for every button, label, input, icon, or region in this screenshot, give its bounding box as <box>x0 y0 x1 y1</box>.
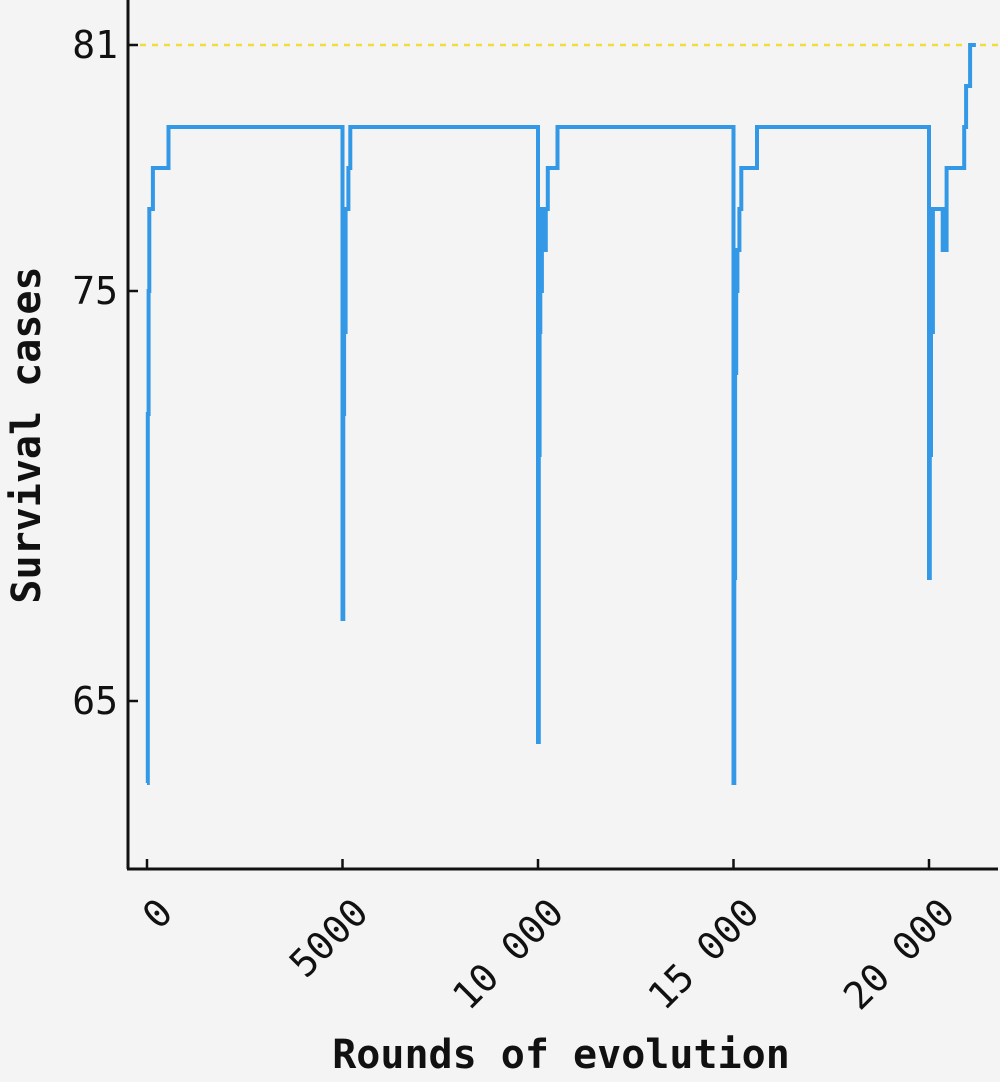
x-tick-label-20000: 20 000 <box>835 890 963 1018</box>
x-ticks-layer: 0 5000 10 000 15 000 20 000 <box>134 859 963 1018</box>
axes-layer <box>126 0 998 871</box>
series-line-0 <box>145 43 976 785</box>
y-ticks-layer: 65 75 81 <box>72 23 138 723</box>
y-tick-label-81: 81 <box>72 23 118 67</box>
x-tick-label-15000: 15 000 <box>639 890 767 1018</box>
x-tick-label-10000: 10 000 <box>444 890 572 1018</box>
y-tick-label-65: 65 <box>72 679 118 723</box>
y-tick-label-75: 75 <box>72 269 118 313</box>
x-tick-label-5000: 5000 <box>281 890 377 986</box>
y-axis-title: Survival cases <box>4 266 50 603</box>
x-tick-label-0: 0 <box>134 890 181 937</box>
series-layer <box>145 43 976 785</box>
x-axis-title: Rounds of evolution <box>332 1032 790 1078</box>
